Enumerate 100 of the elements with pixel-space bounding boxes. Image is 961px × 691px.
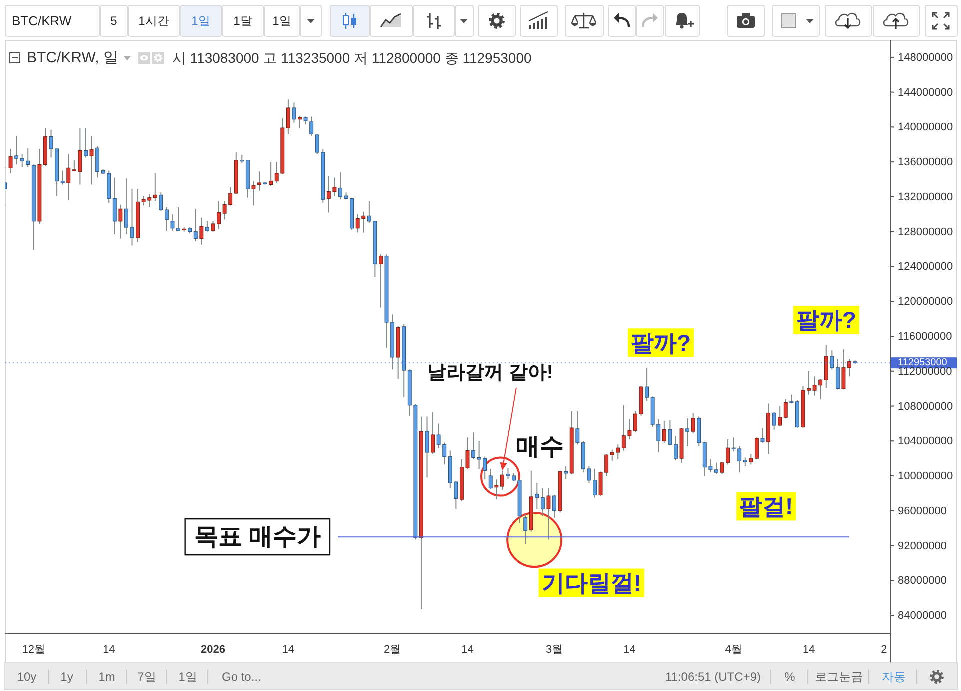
candlestick	[668, 420, 672, 446]
candlestick	[540, 488, 545, 517]
x-tick-label: 2	[881, 644, 888, 656]
candlestick	[754, 437, 759, 460]
candlestick	[848, 358, 852, 378]
candlestick	[338, 172, 342, 200]
candlestick	[118, 204, 123, 240]
candlestick	[634, 410, 638, 433]
y-tick-label: 104000000	[898, 436, 954, 448]
candlestick	[552, 494, 556, 518]
x-tick-label: 14	[102, 644, 116, 656]
candlestick	[807, 370, 811, 396]
candlestick	[96, 146, 100, 178]
candlestick	[292, 102, 296, 124]
candlestick	[90, 135, 94, 186]
candlestick	[124, 178, 128, 235]
annotation: 매수	[516, 434, 564, 460]
candlestick	[153, 172, 158, 202]
y-tick-label: 140000000	[898, 122, 954, 134]
candlestick	[205, 220, 210, 232]
y-tick-label: 108000000	[898, 400, 954, 413]
y-tick-label: 148000000	[898, 52, 954, 64]
y-tick-label: 144000000	[898, 86, 954, 99]
text: 1일	[272, 14, 292, 28]
candlestick	[8, 148, 13, 174]
candlestick	[130, 188, 134, 246]
candlestick	[760, 428, 765, 444]
text: BTC/KRW	[12, 14, 72, 28]
text: 7일	[138, 670, 156, 684]
y-tick-label: 132000000	[898, 191, 954, 204]
candlestick	[200, 217, 204, 246]
y-tick-label: 88000000	[898, 575, 947, 588]
candlestick	[714, 462, 718, 475]
candlestick	[830, 350, 834, 370]
x-tick-label: 14	[282, 644, 295, 656]
candlestick	[778, 406, 782, 427]
candlestick	[60, 170, 65, 186]
x-tick-label: 4월	[725, 644, 742, 656]
y-tick-label: 124000000	[898, 261, 954, 274]
y-tick-label: 84000000	[898, 610, 947, 622]
x-tick-label: 2026	[200, 644, 226, 656]
candlestick	[425, 416, 430, 478]
candlestick	[164, 206, 169, 232]
candlestick	[170, 214, 175, 232]
candlestick	[14, 135, 19, 166]
y-tick-label: 92000000	[898, 540, 947, 552]
candlestick	[593, 468, 597, 498]
candlestick	[674, 435, 678, 461]
candlestick	[524, 514, 528, 545]
x-tick-label: 14	[802, 644, 816, 656]
candlestick	[546, 488, 551, 540]
y-tick-label: 136000000	[898, 156, 954, 169]
x-tick-label: 14	[624, 644, 636, 656]
ref-line-label: 목표 매수가	[194, 524, 321, 551]
candlestick	[662, 420, 666, 444]
annotation: 날라갈꺼 같아!	[428, 362, 554, 384]
candlestick	[159, 192, 164, 212]
candlestick	[84, 128, 88, 158]
candlestick	[506, 468, 510, 480]
candlestick	[258, 171, 262, 192]
y-tick-label: 116000000	[898, 331, 952, 343]
candlestick	[488, 468, 493, 490]
candlestick	[286, 98, 290, 135]
text: 5	[110, 14, 118, 28]
x-tick-label: 12월	[22, 644, 46, 656]
candlestick	[217, 200, 221, 230]
candlestick	[194, 208, 198, 242]
candlestick	[686, 418, 690, 447]
y-tick-label: 128000000	[898, 226, 954, 238]
text: 1y	[60, 670, 74, 684]
text: 1일	[178, 670, 198, 684]
candlestick	[310, 116, 314, 136]
y-tick-label: 100000000	[898, 470, 954, 483]
candlestick	[645, 367, 650, 402]
candlestick	[772, 412, 776, 430]
text: 11:06:51 (UTC+9)	[666, 670, 761, 684]
candlestick	[500, 470, 504, 490]
text: BTC/KRW, 일	[27, 50, 118, 66]
candlestick	[269, 162, 274, 188]
text: 1시간	[138, 14, 170, 28]
candlestick	[535, 482, 540, 510]
text: 자동	[882, 670, 906, 684]
candlestick	[576, 410, 580, 446]
text: 로그눈금	[815, 670, 863, 684]
text: 1m	[98, 670, 116, 684]
candlestick	[749, 454, 754, 466]
text: 10y	[17, 670, 37, 684]
text: Go to...	[222, 670, 262, 684]
candlestick	[784, 398, 788, 419]
x-tick-label: 14	[462, 644, 474, 656]
text: %	[784, 670, 796, 684]
candlestick	[842, 349, 846, 390]
y-tick-label: 96000000	[898, 505, 947, 518]
candlestick	[691, 412, 696, 434]
candlestick	[211, 220, 216, 232]
candlestick	[472, 432, 476, 460]
text: 1달	[234, 14, 252, 28]
candlestick	[176, 206, 181, 232]
candlestick	[252, 180, 256, 206]
candlestick	[824, 344, 828, 388]
